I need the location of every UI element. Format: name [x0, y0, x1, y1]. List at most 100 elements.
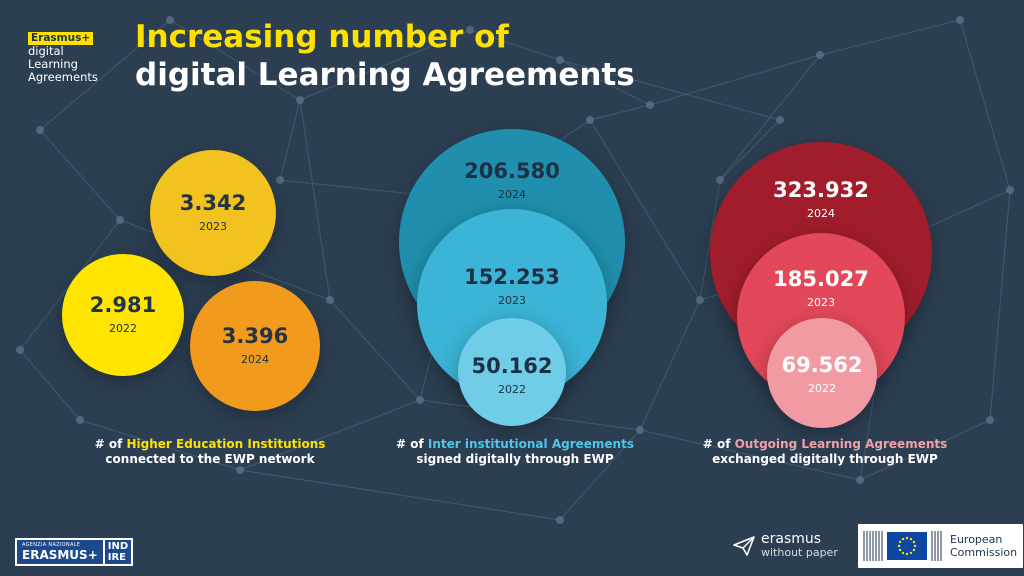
hei-caption-suffix: connected to the EWP network: [105, 452, 315, 466]
network-node: [696, 296, 704, 304]
ola-caption-suffix: exchanged digitally through EWP: [712, 452, 938, 466]
iia-value-2023: 152.253: [464, 265, 560, 289]
ola-year-2023: 2023: [807, 296, 835, 309]
ola-bubble-2022: 69.562 2022: [767, 318, 877, 428]
erasmus-without-paper-logo: erasmus without paper: [733, 532, 838, 559]
network-line: [279, 99, 301, 181]
ola-value-2024: 323.932: [773, 178, 869, 202]
ola-caption: # of Outgoing Learning Agreements exchan…: [700, 437, 950, 467]
european-commission-logo: European Commission: [858, 524, 1024, 568]
indire-bottom: IRE: [107, 552, 127, 563]
eu-star: [912, 548, 916, 552]
network-line: [239, 399, 421, 471]
ola-value-2023: 185.027: [773, 267, 869, 291]
hei-year-2022: 2022: [109, 322, 137, 335]
network-line: [589, 119, 701, 301]
network-node: [466, 26, 474, 34]
network-line: [589, 104, 651, 121]
network-line: [819, 19, 961, 56]
iia-value-2024: 206.580: [464, 159, 560, 183]
network-node: [326, 296, 334, 304]
eu-flag-icon: [887, 532, 927, 560]
network-node: [636, 426, 644, 434]
agency-name: ERASMUS+: [22, 548, 98, 562]
network-line: [79, 419, 241, 471]
network-node: [956, 16, 964, 24]
eu-star: [898, 540, 902, 544]
iia-caption-highlight: Inter institutional Agreements: [427, 437, 634, 451]
hei-caption-prefix: # of: [94, 437, 127, 451]
ewp-name: erasmus: [761, 531, 822, 547]
network-line: [559, 59, 651, 106]
iia-year-2023: 2023: [498, 294, 526, 307]
network-line: [559, 429, 641, 521]
badge-line: Learning: [28, 57, 78, 71]
iia-caption-prefix: # of: [396, 437, 428, 451]
hei-value-2024: 3.396: [221, 324, 289, 348]
eu-star: [897, 544, 901, 548]
agency-block: AGENZIA NAZIONALE ERASMUS+: [17, 540, 103, 564]
iia-value-2022: 50.162: [471, 354, 553, 378]
iia-caption-suffix: signed digitally through EWP: [416, 452, 614, 466]
network-node: [416, 396, 424, 404]
network-node: [36, 126, 44, 134]
ec-line-1: European: [950, 533, 1003, 546]
eu-star: [901, 537, 905, 541]
hei-bubble-2022: 2.981 2022: [62, 254, 184, 376]
indire-top: IND: [107, 541, 129, 552]
hei-value-2023: 3.342: [179, 191, 247, 215]
hei-year-2023: 2023: [199, 220, 227, 233]
eu-star: [909, 551, 913, 555]
hei-bubble-2024: 3.396 2024: [190, 281, 320, 411]
network-line: [719, 119, 781, 181]
eu-star: [898, 548, 902, 552]
network-node: [586, 116, 594, 124]
ewp-tagline: without paper: [761, 546, 838, 559]
network-line: [19, 349, 81, 421]
ola-caption-highlight: Outgoing Learning Agreements: [734, 437, 948, 451]
ola-year-2022: 2022: [808, 382, 836, 395]
iia-year-2022: 2022: [498, 383, 526, 396]
erasmus-indire-logo: AGENZIA NAZIONALE ERASMUS+ IND IRE: [15, 538, 134, 566]
network-node: [296, 96, 304, 104]
eu-star: [909, 537, 913, 541]
network-line: [639, 299, 701, 431]
network-node: [76, 416, 84, 424]
network-line: [469, 29, 561, 61]
indire-block: IND IRE: [104, 540, 132, 564]
hei-caption: # of Higher Education Institutions conne…: [80, 437, 340, 467]
network-node: [716, 176, 724, 184]
iia-bubble-2022: 50.162 2022: [458, 318, 566, 426]
network-node: [236, 466, 244, 474]
brand-badge: Erasmus+ digital Learning Agreements: [28, 26, 98, 84]
network-line: [859, 419, 991, 481]
hei-bubble-2023: 3.342 2023: [150, 150, 276, 276]
ola-caption-prefix: # of: [702, 437, 735, 451]
network-line: [559, 59, 781, 121]
network-line: [989, 189, 1011, 421]
network-node: [116, 216, 124, 224]
network-node: [16, 346, 24, 354]
network-node: [1006, 186, 1014, 194]
eu-star: [912, 540, 916, 544]
network-node: [556, 56, 564, 64]
eu-star: [913, 544, 917, 548]
eu-star: [905, 552, 909, 556]
hei-caption-highlight: Higher Education Institutions: [126, 437, 326, 451]
ec-line-2: Commission: [950, 546, 1018, 559]
badge-line: Agreements: [28, 70, 98, 84]
network-line: [239, 469, 561, 521]
hei-value-2022: 2.981: [89, 293, 157, 317]
network-node: [646, 101, 654, 109]
ec-building-right-icon: [931, 531, 942, 561]
ola-year-2024: 2024: [807, 207, 835, 220]
ec-building-icon: [863, 531, 883, 561]
paper-plane-icon: [733, 535, 755, 556]
network-line: [649, 54, 821, 106]
network-node: [166, 16, 174, 24]
network-node: [556, 516, 564, 524]
network-line: [329, 299, 421, 401]
ola-value-2022: 69.562: [781, 353, 863, 377]
network-node: [776, 116, 784, 124]
network-line: [39, 19, 171, 131]
